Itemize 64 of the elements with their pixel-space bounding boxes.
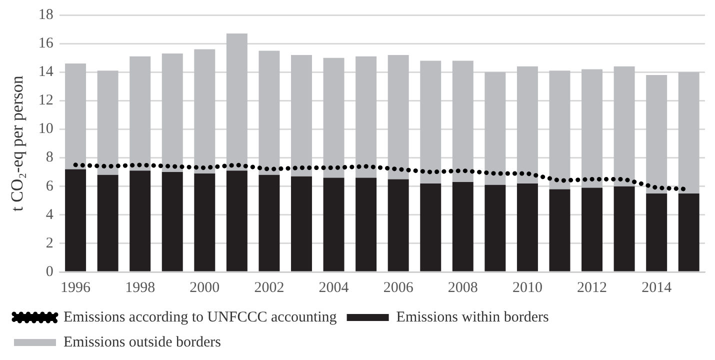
x-tick-label: 2012 xyxy=(577,280,608,296)
y-tick-label: 6 xyxy=(46,178,54,194)
y-tick-label: 8 xyxy=(46,150,54,166)
bar xyxy=(678,72,700,194)
x-tick-label: 2006 xyxy=(383,280,414,296)
bar xyxy=(388,54,409,180)
bar xyxy=(323,178,344,272)
bar xyxy=(420,60,442,184)
y-tick-label: 18 xyxy=(38,6,54,23)
bar xyxy=(388,179,409,272)
bar xyxy=(226,34,248,171)
bar xyxy=(258,50,280,175)
bar xyxy=(646,193,668,272)
bar xyxy=(549,189,570,272)
x-tick-label: 2000 xyxy=(190,280,220,296)
legend-label: Emissions within borders xyxy=(396,309,549,326)
x-tick-label: 2004 xyxy=(318,280,350,296)
bar xyxy=(646,74,668,194)
x-tick-label: 1998 xyxy=(125,280,156,296)
x-tick-label: 2008 xyxy=(448,280,478,296)
x-tick-label: 2010 xyxy=(512,280,542,296)
bar xyxy=(65,64,86,170)
bar xyxy=(323,58,344,178)
bar xyxy=(484,72,506,185)
bar xyxy=(516,66,538,184)
x-tick-label: 1996 xyxy=(60,280,92,296)
bar xyxy=(356,178,377,272)
bar xyxy=(420,183,442,272)
bar xyxy=(97,174,118,272)
y-tick-label: 14 xyxy=(38,64,54,80)
x-tick-label: 2002 xyxy=(254,280,284,296)
bar xyxy=(614,186,635,272)
y-tick-label: 10 xyxy=(38,121,54,138)
bar xyxy=(162,172,183,272)
bar xyxy=(162,54,183,172)
bar xyxy=(291,54,312,176)
bar xyxy=(678,193,700,272)
bar xyxy=(582,69,603,188)
bar xyxy=(194,173,216,272)
legend-label: Emissions according to UNFCCC accounting xyxy=(64,309,338,326)
y-tick-label: 4 xyxy=(46,206,54,223)
bar xyxy=(549,70,570,190)
y-tick-label: 16 xyxy=(38,35,54,52)
bar xyxy=(452,60,474,182)
legend-label: Emissions outside borders xyxy=(64,334,222,350)
y-axis-title: t CO₂-eq per person xyxy=(8,75,27,212)
bar xyxy=(614,66,635,186)
bar xyxy=(356,56,377,178)
y-tick-label: 2 xyxy=(46,235,54,252)
x-tick-label: 2014 xyxy=(642,280,672,296)
bar xyxy=(97,70,118,175)
bar xyxy=(484,184,506,272)
y-tick-label: 0 xyxy=(46,264,54,280)
bar xyxy=(226,170,248,272)
bar xyxy=(194,49,216,174)
bar xyxy=(582,188,603,272)
bar xyxy=(65,169,86,272)
bar xyxy=(452,182,474,272)
bar xyxy=(130,56,151,171)
y-tick-label: 12 xyxy=(38,92,54,109)
bar xyxy=(258,174,280,272)
bar xyxy=(516,183,538,272)
bar xyxy=(130,170,151,272)
bar xyxy=(291,176,312,272)
